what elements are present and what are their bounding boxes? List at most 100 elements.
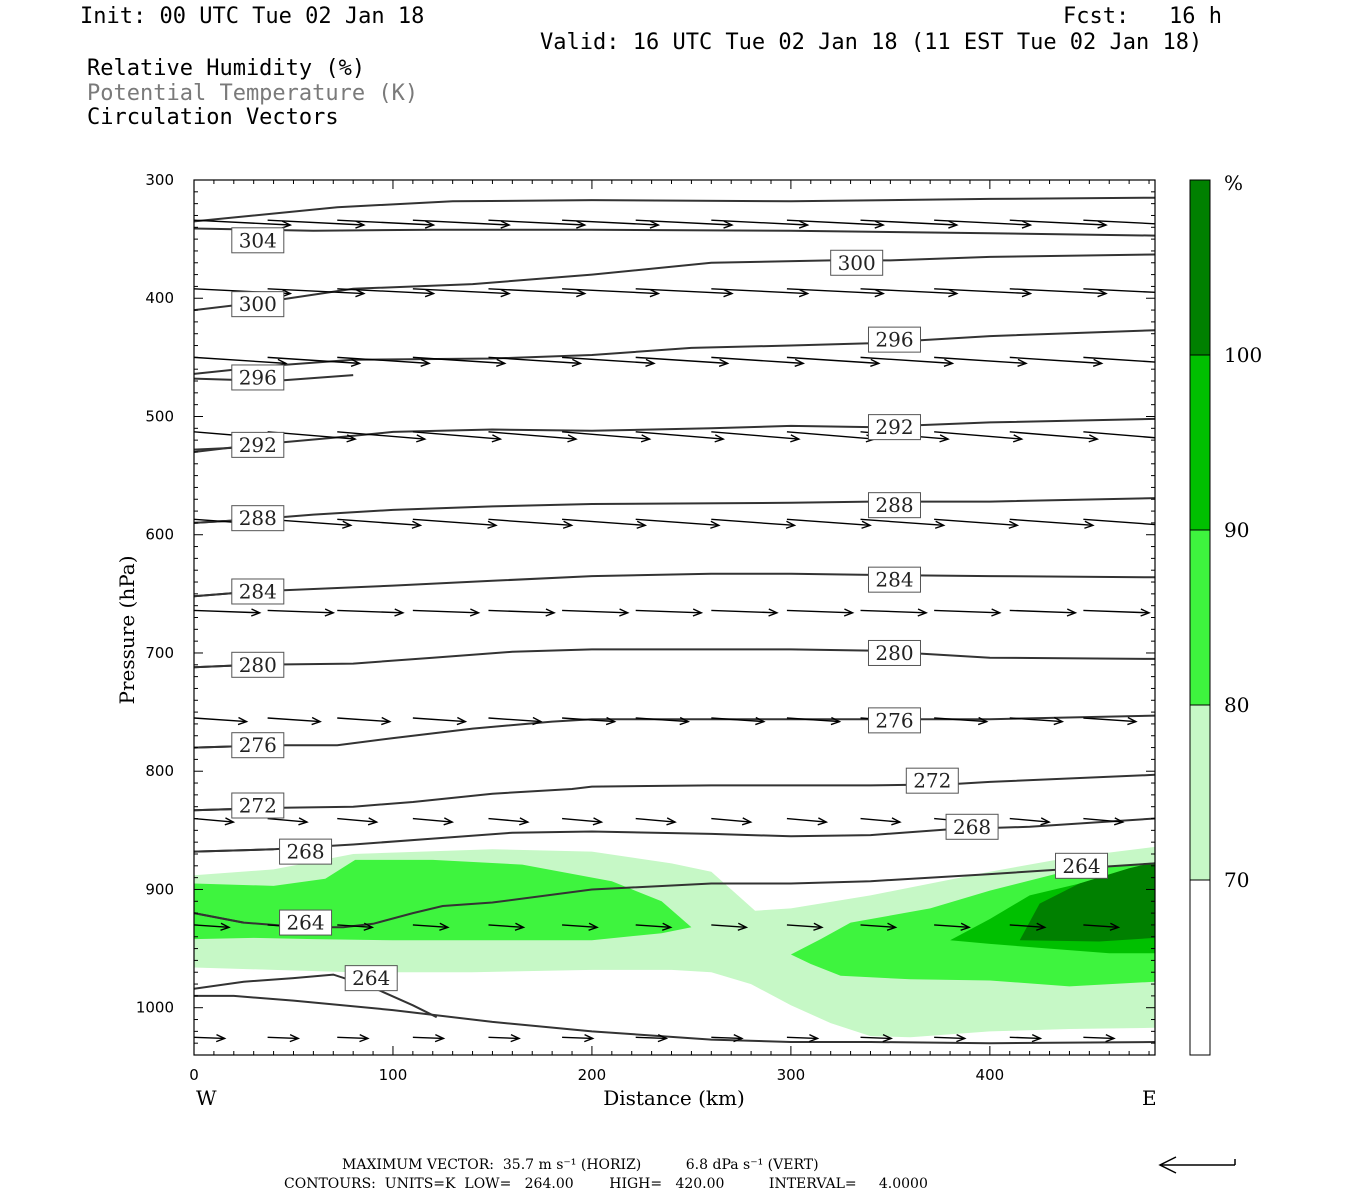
vector-head [289,1034,301,1043]
vector-shaft [488,356,581,365]
vector-head [1097,289,1108,298]
vector-arrow [412,356,507,367]
vector-shaft [786,518,871,527]
vector-head [874,289,886,298]
vector-shaft [194,717,247,723]
vector-shaft [488,609,555,614]
vector-arrow [412,716,468,726]
contour-label: 276 [239,733,277,757]
vector-shaft [934,288,1031,295]
vector-shaft [1009,219,1107,226]
vector-shaft [860,1036,892,1040]
vector-head [1171,290,1179,297]
vector-shaft [562,924,598,929]
vector-arrow [337,608,405,617]
vector-head [741,817,753,826]
vector-arrow [635,817,677,826]
vector-shaft [786,1036,818,1040]
vector-head [640,434,652,443]
vector-head [723,220,734,229]
vector-head [1105,1034,1116,1043]
contour-label: 272 [239,794,277,818]
vector-shaft [194,356,286,365]
vector-shaft [786,219,884,226]
vector-arrow [562,922,599,931]
vector-head [1036,922,1047,931]
contour-label-box [231,505,285,532]
vector-head [1097,220,1108,229]
vector-head [350,358,362,367]
vector-arrow [711,1034,744,1043]
vector-head [790,434,801,443]
vector-arrow [488,518,574,529]
vector-head [510,1034,521,1043]
colorbar-unit: % [1224,171,1243,195]
rh-region-100-4 [1019,862,1155,942]
vector-shaft [267,356,360,365]
colorbar-label: 80 [1224,693,1249,717]
theta-contour-264 [194,912,244,924]
vector-shaft [412,609,479,614]
vector-arrow [1009,219,1108,229]
vector-arrow [635,431,726,443]
colorbar-frame [1189,179,1211,1056]
vector-head [469,608,481,617]
vector-shaft [412,219,510,226]
contour-label-box [231,732,285,759]
vector-shaft [337,219,434,226]
circulation-vectors [194,219,1179,1043]
vector-shaft [337,609,403,614]
vector-arrow [860,817,902,826]
vector-arrow [194,1034,227,1043]
colorbar: 70 80 90 100% [1189,171,1262,1056]
vector-arrow [488,608,556,617]
vector-arrow [1009,608,1078,617]
vector-shaft [1083,817,1123,823]
contour-label: 284 [875,568,913,592]
x-tick-label: 100 [379,1066,408,1084]
vector-head [519,817,530,826]
vector-shaft [562,356,655,365]
vector-arrow [412,608,481,617]
vector-arrow [934,518,1020,529]
vector-shaft [860,609,927,614]
vector-shaft [562,288,659,295]
vector-head [359,1034,370,1043]
vector-head [220,922,231,931]
vector-arrow [488,431,578,443]
vector-shaft [337,924,373,929]
vector-arrow [860,288,959,298]
vector-shaft [488,518,572,527]
vector-arrow [1083,219,1155,225]
colorbar-segment [1190,180,1210,355]
vector-shaft [860,288,957,295]
vector-arrow [1009,1034,1043,1043]
vector-arrow [1083,356,1155,363]
contour-label: 280 [875,641,913,665]
vector-shaft [786,431,875,440]
vector-head [874,220,886,229]
vector-shaft [635,356,728,365]
vector-head [1109,922,1121,931]
y-tick-label: 600 [145,526,174,544]
vector-shaft [711,431,799,440]
vector-shaft [1009,288,1107,295]
vector-arrow [488,288,587,298]
vector-arrow [412,288,511,298]
vector-arrow [488,1034,521,1043]
y-tick-label: 800 [145,762,174,780]
vector-arrow [711,608,779,617]
vector-arrow [337,922,375,931]
vector-head [342,520,353,529]
colorbar-segment [1190,705,1210,880]
vector-shaft [337,817,377,823]
contour-label-box [231,651,285,678]
vector-shaft [1009,924,1045,929]
vector-arrow [860,922,898,931]
vector-head [934,520,946,529]
vector-shaft [934,219,1031,226]
vector-arrow [267,288,366,298]
x-tick-label: 300 [777,1066,806,1084]
vector-arrow [1009,288,1108,298]
vector-arrow [934,219,1033,229]
